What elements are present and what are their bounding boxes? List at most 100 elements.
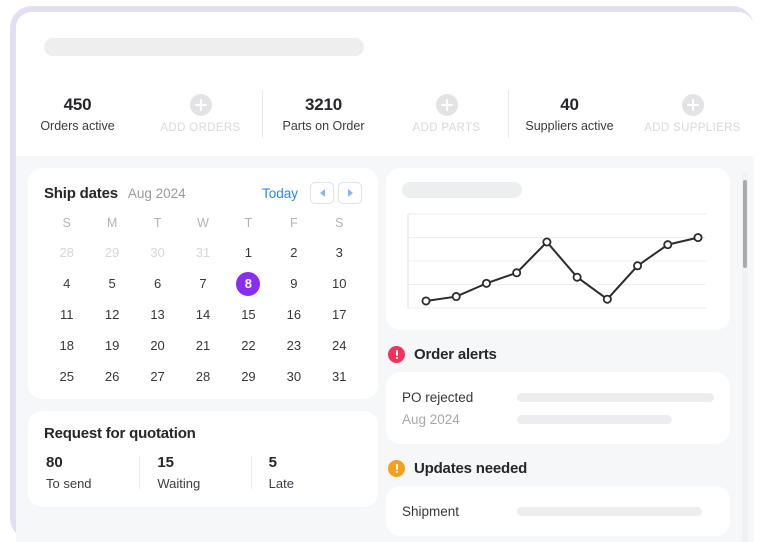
today-button[interactable]: Today xyxy=(261,185,298,201)
chart-data-point[interactable] xyxy=(633,261,643,271)
alert-key: PO rejected xyxy=(402,389,474,405)
updates-needed-card[interactable]: Shipment xyxy=(386,486,730,536)
calendar-day[interactable]: 5 xyxy=(108,276,116,291)
order-alerts-title: Order alerts xyxy=(414,346,497,363)
calendar-day[interactable]: 21 xyxy=(195,338,211,353)
alert-row: Shipment xyxy=(402,500,714,522)
dashboard-content: Ship dates Aug 2024 Today S M T W T F S 28 29 30 3… xyxy=(16,156,754,542)
calendar-day[interactable]: 15 xyxy=(241,307,256,322)
calendar-day[interactable]: 12 xyxy=(104,307,120,322)
rfq-late[interactable]: 5 Late xyxy=(250,454,362,491)
chart-data-point[interactable] xyxy=(481,278,491,288)
calendar-day[interactable]: 11 xyxy=(59,307,74,322)
chart-data-point[interactable] xyxy=(512,268,522,278)
add-orders-button[interactable]: ADD ORDERS xyxy=(139,94,262,134)
plus-icon xyxy=(435,94,458,116)
calendar-day[interactable]: 28 xyxy=(59,245,74,260)
calendar-day[interactable]: 1 xyxy=(244,245,253,260)
calendar-day[interactable]: 22 xyxy=(241,338,256,353)
calendar-weekday: T xyxy=(244,216,253,230)
calendar-day[interactable]: 14 xyxy=(195,307,211,322)
calendar-day[interactable]: 26 xyxy=(104,369,120,384)
rfq-waiting[interactable]: 15 Waiting xyxy=(139,454,250,491)
stat-parts-on-order: 3210 Parts on Order xyxy=(262,94,385,135)
calendar-day[interactable]: 3 xyxy=(335,245,343,260)
calendar-day[interactable]: 20 xyxy=(150,338,165,353)
alert-key: Aug 2024 xyxy=(402,411,460,427)
calendar-day[interactable]: 31 xyxy=(332,369,347,384)
calendar-day[interactable]: 4 xyxy=(63,276,71,291)
calendar-day[interactable]: 30 xyxy=(150,245,165,260)
calendar-day[interactable]: 18 xyxy=(59,338,74,353)
chart-data-point[interactable] xyxy=(451,292,461,302)
chevron-left-icon xyxy=(319,189,325,197)
chart-data-point[interactable] xyxy=(572,272,582,282)
calendar-day[interactable]: 10 xyxy=(332,276,347,291)
calendar-day[interactable]: 31 xyxy=(195,245,211,260)
stat-label: Suppliers active xyxy=(525,118,614,133)
chart-data-point[interactable] xyxy=(663,240,673,250)
calendar-day[interactable]: 27 xyxy=(150,369,165,384)
alert-row: Aug 2024 xyxy=(402,408,714,430)
chart-data-point[interactable] xyxy=(421,296,431,306)
alert-circle-icon xyxy=(388,346,405,363)
calendar-day-selected[interactable]: 8 xyxy=(226,272,271,296)
calendar-grid: S M T W T F S 28 29 30 31 1 2 3 4 5 6 7 8 9 10 11 12 13 14 15 16 17… xyxy=(44,216,362,389)
order-alerts-card[interactable]: PO rejected Aug 2024 xyxy=(386,372,730,444)
calendar-day[interactable]: 9 xyxy=(290,276,298,291)
calendar-day[interactable]: 29 xyxy=(241,369,256,384)
calendar-month: Aug 2024 xyxy=(127,185,186,201)
chart-data-point[interactable] xyxy=(602,294,612,304)
calendar-day[interactable]: 30 xyxy=(286,369,302,384)
updates-needed-header: Updates needed xyxy=(388,460,730,477)
calendar-weekday: S xyxy=(335,216,344,230)
stat-value: 450 xyxy=(63,94,92,114)
scrollbar-thumb[interactable] xyxy=(743,180,747,268)
calendar-title: Ship dates xyxy=(44,184,118,202)
alert-bar-placeholder xyxy=(517,414,672,424)
calendar-day[interactable]: 17 xyxy=(332,307,347,322)
next-month-button[interactable] xyxy=(338,182,362,204)
calendar-day[interactable]: 16 xyxy=(286,307,302,322)
add-parts-button[interactable]: ADD PARTS xyxy=(385,94,508,134)
calendar-day[interactable]: 13 xyxy=(150,307,165,322)
calendar-day[interactable]: 6 xyxy=(153,276,162,291)
alert-bar-placeholder xyxy=(517,506,702,516)
orders-trend-chart-card xyxy=(386,168,730,330)
calendar-day[interactable]: 19 xyxy=(104,338,120,353)
stat-group-orders: 450 Orders active ADD ORDERS xyxy=(16,72,262,156)
alert-circle-icon xyxy=(388,460,405,477)
plus-icon xyxy=(189,94,212,116)
search-input[interactable] xyxy=(44,38,364,56)
calendar-day[interactable]: 29 xyxy=(104,245,120,260)
calendar-weekday: T xyxy=(153,216,162,230)
calendar-day[interactable]: 24 xyxy=(332,338,347,353)
calendar-day[interactable]: 7 xyxy=(199,276,207,291)
ship-dates-calendar: Ship dates Aug 2024 Today S M T W T F S 28 29 30 3… xyxy=(28,168,378,399)
top-bar xyxy=(16,12,754,72)
calendar-header: Ship dates Aug 2024 Today xyxy=(44,182,362,204)
alert-row: PO rejected xyxy=(402,386,714,408)
chart-title-placeholder xyxy=(402,182,522,198)
chart-data-point[interactable] xyxy=(542,237,552,247)
stat-value: 40 xyxy=(560,94,579,114)
calendar-weekday: S xyxy=(62,216,71,230)
stat-label: Parts on Order xyxy=(282,118,365,133)
rfq-value: 80 xyxy=(46,454,63,471)
calendar-day[interactable]: 23 xyxy=(286,338,302,353)
stat-value: 3210 xyxy=(304,94,343,114)
add-parts-label: ADD PARTS xyxy=(412,122,481,134)
alert-bar-placeholder xyxy=(517,392,714,402)
rfq-to-send[interactable]: 80 To send xyxy=(44,454,139,491)
calendar-day[interactable]: 28 xyxy=(195,369,211,384)
calendar-day[interactable]: 2 xyxy=(290,245,298,260)
order-alerts-header: Order alerts xyxy=(388,346,730,363)
prev-month-button[interactable] xyxy=(310,182,334,204)
scrollbar[interactable] xyxy=(742,172,748,542)
left-column: Ship dates Aug 2024 Today S M T W T F S 28 29 30 3… xyxy=(16,168,378,542)
calendar-day[interactable]: 25 xyxy=(59,369,74,384)
chart-data-point[interactable] xyxy=(693,233,703,243)
add-suppliers-button[interactable]: ADD SUPPLIERS xyxy=(631,94,754,134)
rfq-label: Waiting xyxy=(157,476,201,491)
chevron-right-icon xyxy=(347,189,353,197)
